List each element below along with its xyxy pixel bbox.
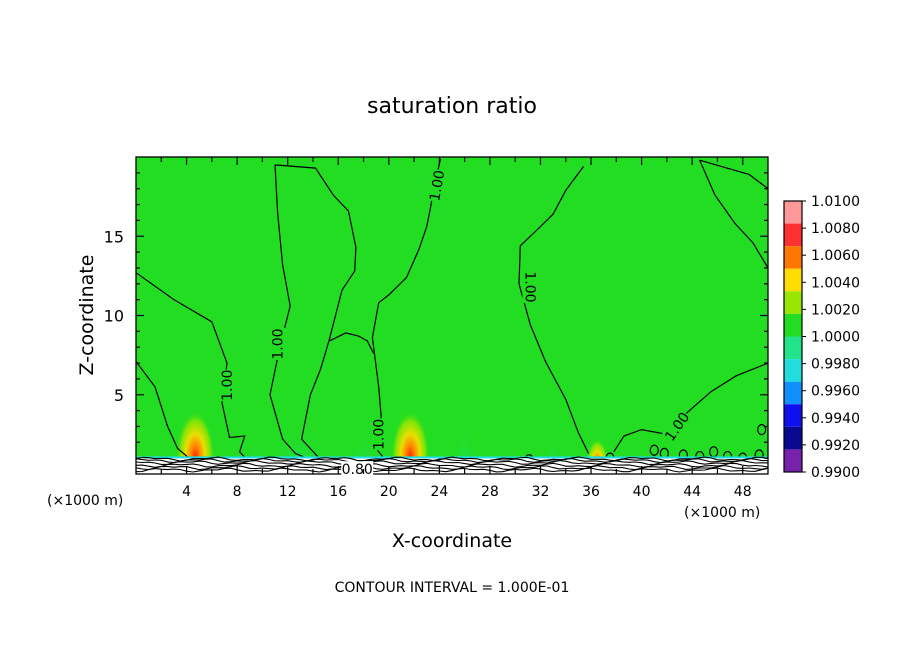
y-tick-label: 5 [114, 386, 124, 405]
contour-label-bg [269, 328, 286, 361]
contour-label-bg [426, 168, 448, 203]
x-unit-left: (×1000 m) [47, 493, 123, 509]
colorbar-label: 1.0020 [811, 302, 860, 318]
colorbar-swatch [784, 336, 802, 360]
x-tick-label: 40 [633, 484, 651, 500]
x-tick-label: 36 [582, 484, 600, 500]
colorbar-label: 1.0080 [811, 221, 860, 237]
low-ratio-patch [447, 366, 482, 474]
y-tick-label: 10 [104, 307, 124, 326]
plot-area [136, 157, 768, 474]
contour-label: 1.00 [521, 271, 537, 302]
x-unit-right: (×1000 m) [684, 505, 760, 521]
colorbar-label: 1.0040 [811, 275, 860, 291]
colorbar-label: 1.0000 [811, 330, 860, 346]
contour-label: 0.80 [342, 462, 373, 478]
colorbar: 1.0100 1.0080 1.0060 1.0040 1.0020 1.0000 0.99… [783, 194, 860, 481]
chart-title: saturation ratio [367, 94, 537, 119]
contour-label-bg [219, 369, 236, 402]
contour-line [699, 159, 768, 269]
colorbar-swatch [784, 201, 802, 224]
low-ratio-patch [265, 374, 336, 474]
contour-line [329, 332, 375, 354]
surface-contour [136, 467, 768, 473]
contour-blob [757, 424, 767, 436]
colorbar-label: 1.0060 [811, 248, 860, 264]
contour-label: 1.00 [271, 328, 287, 359]
colorbar-label: 0.9920 [811, 438, 860, 454]
contour-blob [649, 444, 659, 456]
contour-label-bg [522, 270, 539, 303]
high-ratio-hotspot [391, 397, 430, 474]
x-tick-label: 12 [279, 484, 297, 500]
contour-label-bg [341, 461, 374, 478]
x-tick-label: 20 [380, 484, 398, 500]
colorbar-label: 0.9940 [811, 411, 860, 427]
colorbar-swatch [784, 291, 802, 314]
contour-line [136, 361, 190, 459]
contour-label-bg [661, 408, 693, 445]
contour-label: 1.00 [427, 169, 448, 202]
low-ratio-patch [544, 397, 562, 474]
contour-line [274, 164, 357, 461]
contour-line [136, 272, 248, 461]
colorbar-swatch [784, 246, 802, 269]
colorbar-swatch [784, 404, 802, 427]
x-axis-label: X-coordinate [392, 530, 512, 552]
contour-line [518, 166, 590, 454]
contour-label: 1.00 [372, 419, 388, 450]
surface-contour [136, 456, 768, 462]
colorbar-swatch [784, 426, 802, 450]
x-tick-label: 4 [182, 484, 191, 500]
colorbar-swatch [784, 359, 802, 382]
surface-contour [136, 465, 768, 471]
colorbar-swatch [784, 313, 802, 337]
x-tick-label: 8 [233, 484, 242, 500]
colorbar-label: 0.9900 [811, 465, 860, 481]
colorbar-swatch [784, 268, 802, 292]
surface-contour [136, 460, 768, 466]
x-tick-label: 48 [734, 484, 752, 500]
colorbar-label: 0.9980 [811, 357, 860, 373]
contour-line [371, 158, 442, 459]
x-tick-label: 16 [329, 484, 347, 500]
contour-label: 1.00 [220, 370, 236, 401]
contour-line [699, 159, 768, 190]
y-axis-label: Z-coordinate [76, 255, 98, 376]
colorbar-swatch [784, 223, 802, 247]
surface-contour [136, 462, 768, 468]
colorbar-swatch [784, 449, 802, 472]
x-tick-label: 32 [532, 484, 550, 500]
colorbar-swatch [784, 381, 802, 405]
contour-label-bg [370, 418, 387, 451]
colorbar-label: 1.0100 [811, 194, 860, 210]
x-tick-label: 28 [481, 484, 499, 500]
low-ratio-patch [342, 390, 385, 474]
x-tick-label: 44 [683, 484, 701, 500]
footer-contour-interval: CONTOUR INTERVAL = 1.000E-01 [335, 580, 570, 596]
colorbar-label: 0.9960 [811, 384, 860, 400]
x-tick-label: 24 [430, 484, 448, 500]
y-tick-label: 15 [104, 227, 124, 246]
